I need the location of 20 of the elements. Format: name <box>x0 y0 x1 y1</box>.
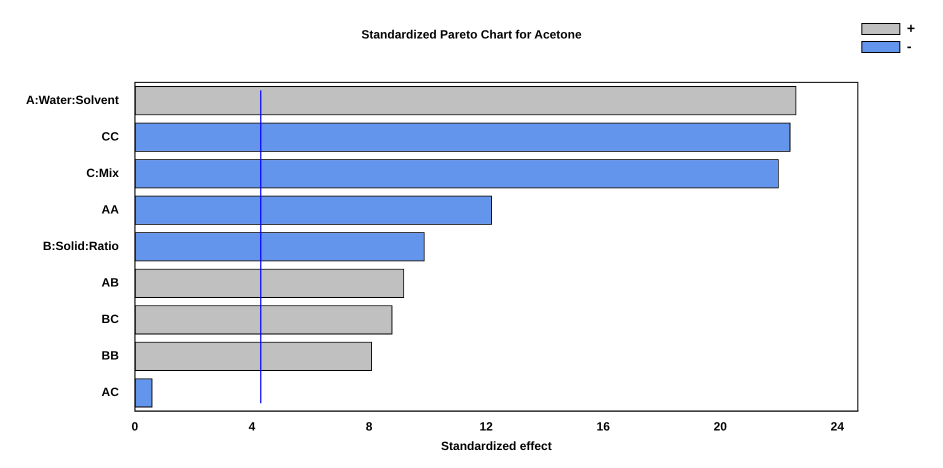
y-tick-label: AA <box>102 202 120 217</box>
x-tick-label: 20 <box>714 420 728 434</box>
x-tick-label: 8 <box>366 420 373 434</box>
legend-label: - <box>906 38 912 54</box>
x-tick-label: 12 <box>479 420 494 434</box>
x-tick-label: 0 <box>132 420 139 434</box>
x-axis-title: Standardized effect <box>441 439 552 454</box>
y-tick-label: BB <box>102 348 120 363</box>
x-tick-label: 4 <box>248 420 256 434</box>
y-tick-label: AB <box>102 276 120 290</box>
y-tick-label: CC <box>102 130 120 144</box>
x-tick-label: 24 <box>830 420 844 434</box>
y-tick-label: A:Water:Solvent <box>26 92 119 107</box>
x-tick-label: 16 <box>596 420 610 434</box>
y-tick-label: AC <box>102 385 120 400</box>
y-tick-label: B:Solid:Ratio <box>42 239 119 254</box>
chart-title: Standardized Pareto Chart for Acetone <box>361 28 582 42</box>
y-tick-label: C:Mix <box>86 166 120 180</box>
y-tick-label: BC <box>102 312 120 326</box>
legend-label: + <box>906 20 916 36</box>
